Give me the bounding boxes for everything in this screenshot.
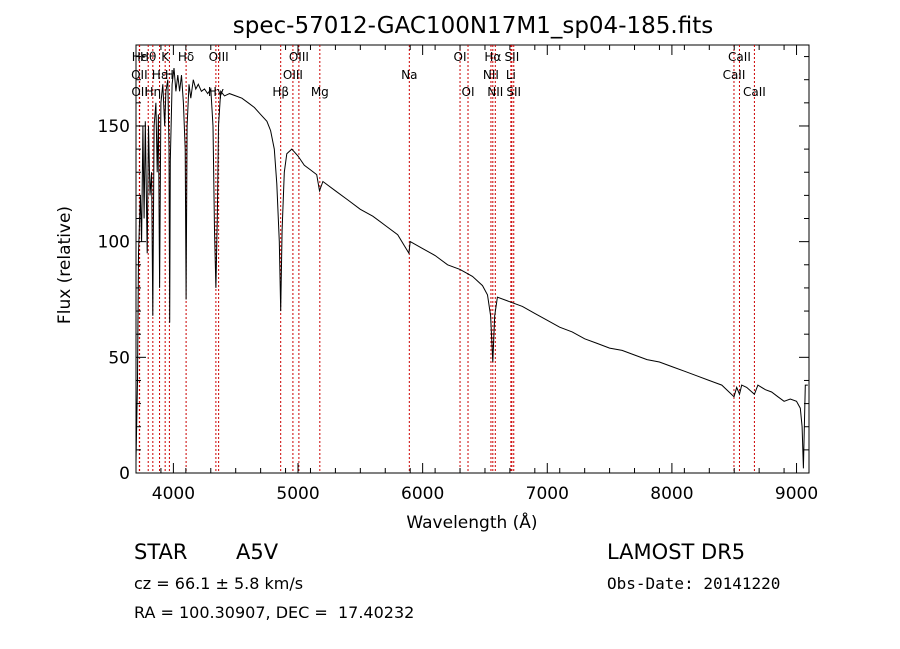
line-marker-label: Hθ bbox=[140, 50, 156, 64]
observation-date: Obs-Date: 20141220 bbox=[607, 574, 781, 593]
line-marker-label: OI bbox=[462, 85, 475, 99]
line-marker-label: Li bbox=[506, 68, 516, 82]
x-tick-label: 8000 bbox=[650, 484, 693, 504]
line-marker-label: Mg bbox=[311, 85, 329, 99]
x-axis: 4000 5000 6000 7000 8000 9000 bbox=[135, 45, 818, 504]
redshift-velocity: cz = 66.1 ± 5.8 km/s bbox=[134, 574, 304, 593]
y-tick-label: 150 bbox=[98, 117, 130, 137]
line-marker-label: OII bbox=[131, 68, 148, 82]
spectrum-line bbox=[135, 68, 808, 469]
line-marker-label: Hδ bbox=[178, 50, 194, 64]
y-axis: 0 50 100 150 bbox=[98, 56, 809, 484]
line-marker-label: SII bbox=[505, 50, 520, 64]
survey-name: LAMOST DR5 bbox=[607, 540, 746, 564]
line-marker-label: OI bbox=[454, 50, 467, 64]
x-tick-label: 7000 bbox=[526, 484, 569, 504]
line-marker-label: SII bbox=[506, 85, 521, 99]
x-axis-label: Wavelength (Å) bbox=[406, 511, 537, 533]
line-marker-label: OIII bbox=[283, 68, 303, 82]
line-marker-label: NII bbox=[483, 68, 499, 82]
line-marker-label: Hα bbox=[484, 50, 501, 64]
spectral-subclass: A5V bbox=[236, 540, 279, 564]
line-marker-label: Hη bbox=[145, 85, 162, 99]
y-tick-label: 100 bbox=[98, 233, 130, 253]
x-tick-label: 5000 bbox=[276, 484, 319, 504]
line-marker-label: CaII bbox=[743, 85, 766, 99]
line-marker-label: OIII bbox=[209, 50, 229, 64]
line-marker-label: K bbox=[161, 50, 170, 64]
line-marker-label: Na bbox=[401, 68, 417, 82]
x-tick-label: 4000 bbox=[152, 484, 195, 504]
sky-coordinates: RA = 100.30907, DEC = 17.40232 bbox=[134, 603, 415, 622]
emission-line-markers bbox=[138, 45, 755, 473]
x-tick-label: 9000 bbox=[775, 484, 818, 504]
emission-line-labels: HεOIIOIIHθHηHεKHHδHγOIIIHβOIIIOIIIMgNaOI… bbox=[131, 50, 766, 99]
line-marker-label: H bbox=[165, 68, 174, 82]
line-marker-label: OII bbox=[131, 85, 148, 99]
line-marker-label: NII bbox=[487, 85, 503, 99]
y-tick-label: 50 bbox=[108, 348, 130, 368]
plot-frame bbox=[135, 44, 810, 474]
x-tick-label: 6000 bbox=[401, 484, 444, 504]
line-marker-label: CaII bbox=[728, 50, 751, 64]
line-marker-label: CaII bbox=[723, 68, 746, 82]
object-class: STAR bbox=[134, 540, 188, 564]
y-tick-label: 0 bbox=[119, 464, 130, 484]
line-marker-label: Hβ bbox=[272, 85, 289, 99]
line-marker-label: OIII bbox=[289, 50, 309, 64]
chart-title: spec-57012-GAC100N17M1_sp04-185.fits bbox=[233, 13, 713, 39]
line-marker-label: Hγ bbox=[208, 85, 224, 99]
line-marker-label: Hε bbox=[152, 68, 168, 82]
y-axis-label: Flux (relative) bbox=[55, 206, 75, 324]
